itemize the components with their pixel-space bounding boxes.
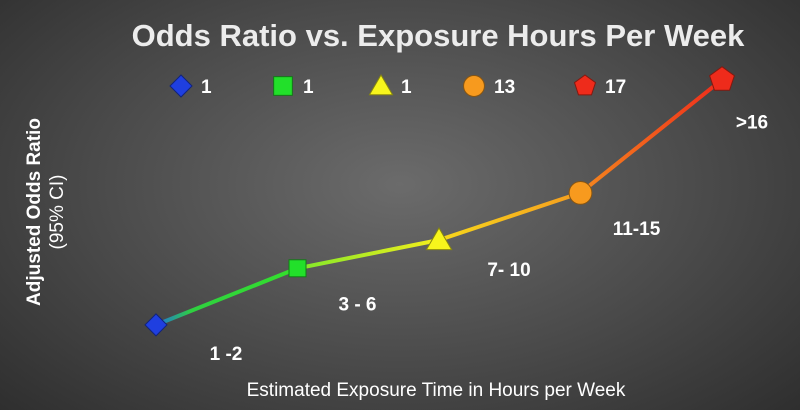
category-label: 3 - 6 <box>338 294 376 315</box>
legend-entry: 17 <box>573 74 626 98</box>
legend-entry: 13 <box>463 75 515 98</box>
y-axis-label-line2: (95% CI) <box>47 175 68 250</box>
legend: 1 1 1 13 17 <box>169 74 626 98</box>
x-axis-label: Estimated Exposure Time in Hours per Wee… <box>247 380 626 401</box>
category-label: 1 -2 <box>210 344 243 365</box>
series-markers <box>144 66 735 337</box>
legend-label: 1 <box>401 77 412 98</box>
data-point-2 <box>288 259 307 278</box>
data-point-1 <box>144 313 168 337</box>
legend-marker-triangle <box>368 74 394 96</box>
category-label: 7- 10 <box>487 260 530 281</box>
category-labels: 1 -2 3 - 6 7- 10 11-15 >16 <box>210 113 768 365</box>
legend-label: 17 <box>605 77 626 98</box>
legend-label: 1 <box>201 77 212 98</box>
data-point-3 <box>425 227 453 251</box>
category-label: 11-15 <box>613 219 661 240</box>
line-segment-2 <box>295 238 441 271</box>
legend-entry: 1 <box>273 76 314 98</box>
data-point-4 <box>568 180 593 205</box>
legend-marker-diamond <box>169 74 193 98</box>
legend-marker-square <box>273 76 293 96</box>
legend-marker-pentagon <box>573 74 597 96</box>
y-axis-label: Adjusted Odds Ratio (95% CI) <box>24 118 68 306</box>
legend-label: 1 <box>303 77 314 98</box>
legend-entry: 1 <box>169 74 212 98</box>
legend-entry: 1 <box>368 74 412 98</box>
data-point-5 <box>709 66 735 91</box>
line-segment-1 <box>154 266 300 327</box>
chart-title: Odds Ratio vs. Exposure Hours Per Week <box>132 18 745 53</box>
line-segment-3 <box>437 190 583 242</box>
y-axis-label-line1: Adjusted Odds Ratio <box>24 118 45 306</box>
series-line <box>154 77 724 327</box>
category-label: >16 <box>736 113 768 134</box>
legend-marker-circle <box>463 75 485 97</box>
legend-label: 13 <box>494 77 515 98</box>
line-segment-4 <box>578 77 724 195</box>
